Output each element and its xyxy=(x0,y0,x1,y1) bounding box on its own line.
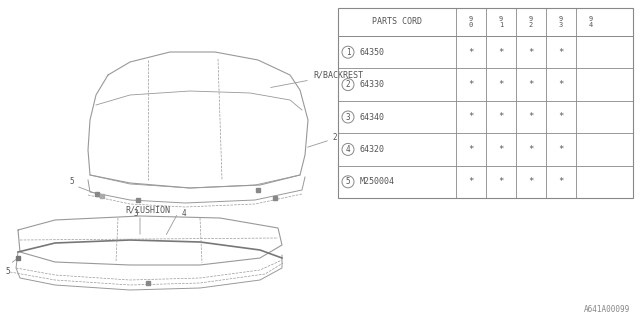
Text: *: * xyxy=(528,177,534,186)
Text: 9
2: 9 2 xyxy=(529,16,533,28)
Text: 3: 3 xyxy=(346,113,350,122)
Text: PARTS CORD: PARTS CORD xyxy=(372,18,422,27)
Text: 64340: 64340 xyxy=(360,113,385,122)
Text: 3: 3 xyxy=(133,209,138,218)
Text: M250004: M250004 xyxy=(360,177,395,186)
Text: *: * xyxy=(558,113,564,122)
Text: *: * xyxy=(558,177,564,186)
Text: 5: 5 xyxy=(346,177,350,186)
Text: 9
0: 9 0 xyxy=(469,16,473,28)
Text: *: * xyxy=(468,48,474,57)
Text: 2: 2 xyxy=(346,80,350,89)
Text: *: * xyxy=(499,145,504,154)
Text: 9
3: 9 3 xyxy=(559,16,563,28)
Text: 64350: 64350 xyxy=(360,48,385,57)
Text: *: * xyxy=(468,145,474,154)
Text: 9
4: 9 4 xyxy=(589,16,593,28)
Text: R/BACKREST: R/BACKREST xyxy=(313,70,363,79)
Text: *: * xyxy=(499,48,504,57)
Text: *: * xyxy=(528,80,534,89)
Text: 64330: 64330 xyxy=(360,80,385,89)
Text: 9
1: 9 1 xyxy=(499,16,503,28)
Bar xyxy=(338,8,633,198)
Text: *: * xyxy=(468,177,474,186)
Text: *: * xyxy=(499,177,504,186)
Text: *: * xyxy=(558,80,564,89)
Text: *: * xyxy=(499,80,504,89)
Text: 5: 5 xyxy=(6,268,10,276)
Text: R/CUSHION: R/CUSHION xyxy=(125,205,170,214)
Text: *: * xyxy=(528,113,534,122)
Text: *: * xyxy=(558,48,564,57)
Text: 5: 5 xyxy=(70,178,74,187)
Text: A641A00099: A641A00099 xyxy=(584,305,630,314)
Text: 4: 4 xyxy=(182,209,187,218)
Text: 1: 1 xyxy=(346,48,350,57)
Text: *: * xyxy=(528,145,534,154)
Text: 64320: 64320 xyxy=(360,145,385,154)
Text: *: * xyxy=(468,80,474,89)
Text: *: * xyxy=(499,113,504,122)
Text: 2: 2 xyxy=(332,133,337,142)
Text: *: * xyxy=(528,48,534,57)
Text: *: * xyxy=(468,113,474,122)
Text: *: * xyxy=(558,145,564,154)
Text: 4: 4 xyxy=(346,145,350,154)
